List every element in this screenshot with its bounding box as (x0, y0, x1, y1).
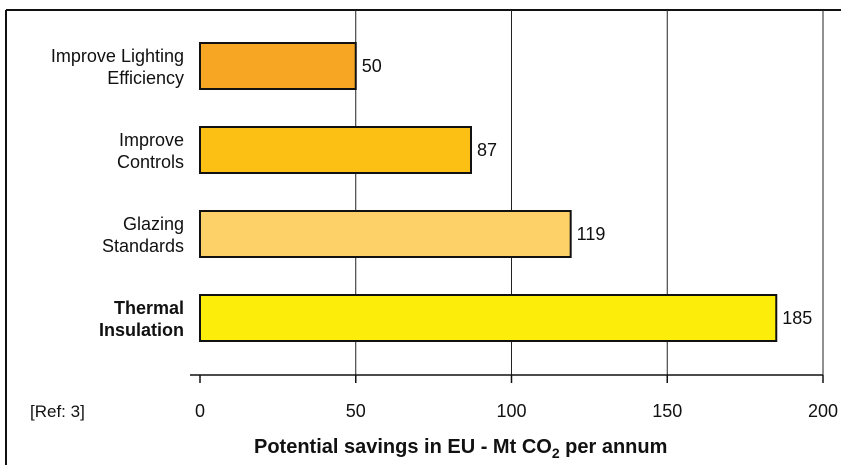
category-label-4-line-2: Insulation (99, 320, 184, 340)
bars (199, 42, 778, 342)
category-label-3: Glazing Standards (102, 214, 184, 256)
category-label-4: Thermal Insulation (99, 298, 184, 340)
category-label-2: Improve Controls (117, 130, 184, 172)
bar-3 (199, 210, 572, 258)
category-label-2-line-1: Improve (119, 130, 184, 150)
category-label-3-line-2: Standards (102, 236, 184, 256)
bar-2 (199, 126, 473, 174)
x-axis-title-tail: per annum (560, 436, 668, 458)
x-tick-label-100: 100 (496, 401, 526, 421)
bar-1 (199, 42, 357, 90)
x-tick-label-200: 200 (808, 401, 838, 421)
x-tick-label-150: 150 (652, 401, 682, 421)
data-label-4: 185 (782, 308, 812, 328)
category-label-2-line-2: Controls (117, 152, 184, 172)
category-label-4-line-1: Thermal (114, 298, 184, 318)
category-label-1: Improve Lighting Efficiency (51, 46, 184, 88)
category-labels: Improve Lighting Efficiency Improve Control… (51, 46, 184, 340)
category-label-1-line-2: Efficiency (107, 68, 184, 88)
x-axis-title: Potential savings in EU - Mt CO2 per ann… (254, 436, 667, 461)
x-axis-title-subscript: 2 (552, 445, 560, 461)
data-label-2: 87 (477, 140, 497, 160)
ref-note: [Ref: 3] (30, 402, 85, 421)
x-axis-title-main: Potential savings in EU - Mt CO (254, 436, 552, 458)
x-tick-label-0: 0 (195, 401, 205, 421)
x-tick-label-50: 50 (346, 401, 366, 421)
data-labels: 50 87 119 185 (362, 56, 813, 328)
data-label-3: 119 (577, 224, 606, 244)
category-label-1-line-1: Improve Lighting (51, 46, 184, 66)
bar-4 (199, 294, 778, 342)
data-label-1: 50 (362, 56, 382, 76)
x-axis: 0 50 100 150 200 (190, 374, 838, 421)
category-label-3-line-1: Glazing (123, 214, 184, 234)
